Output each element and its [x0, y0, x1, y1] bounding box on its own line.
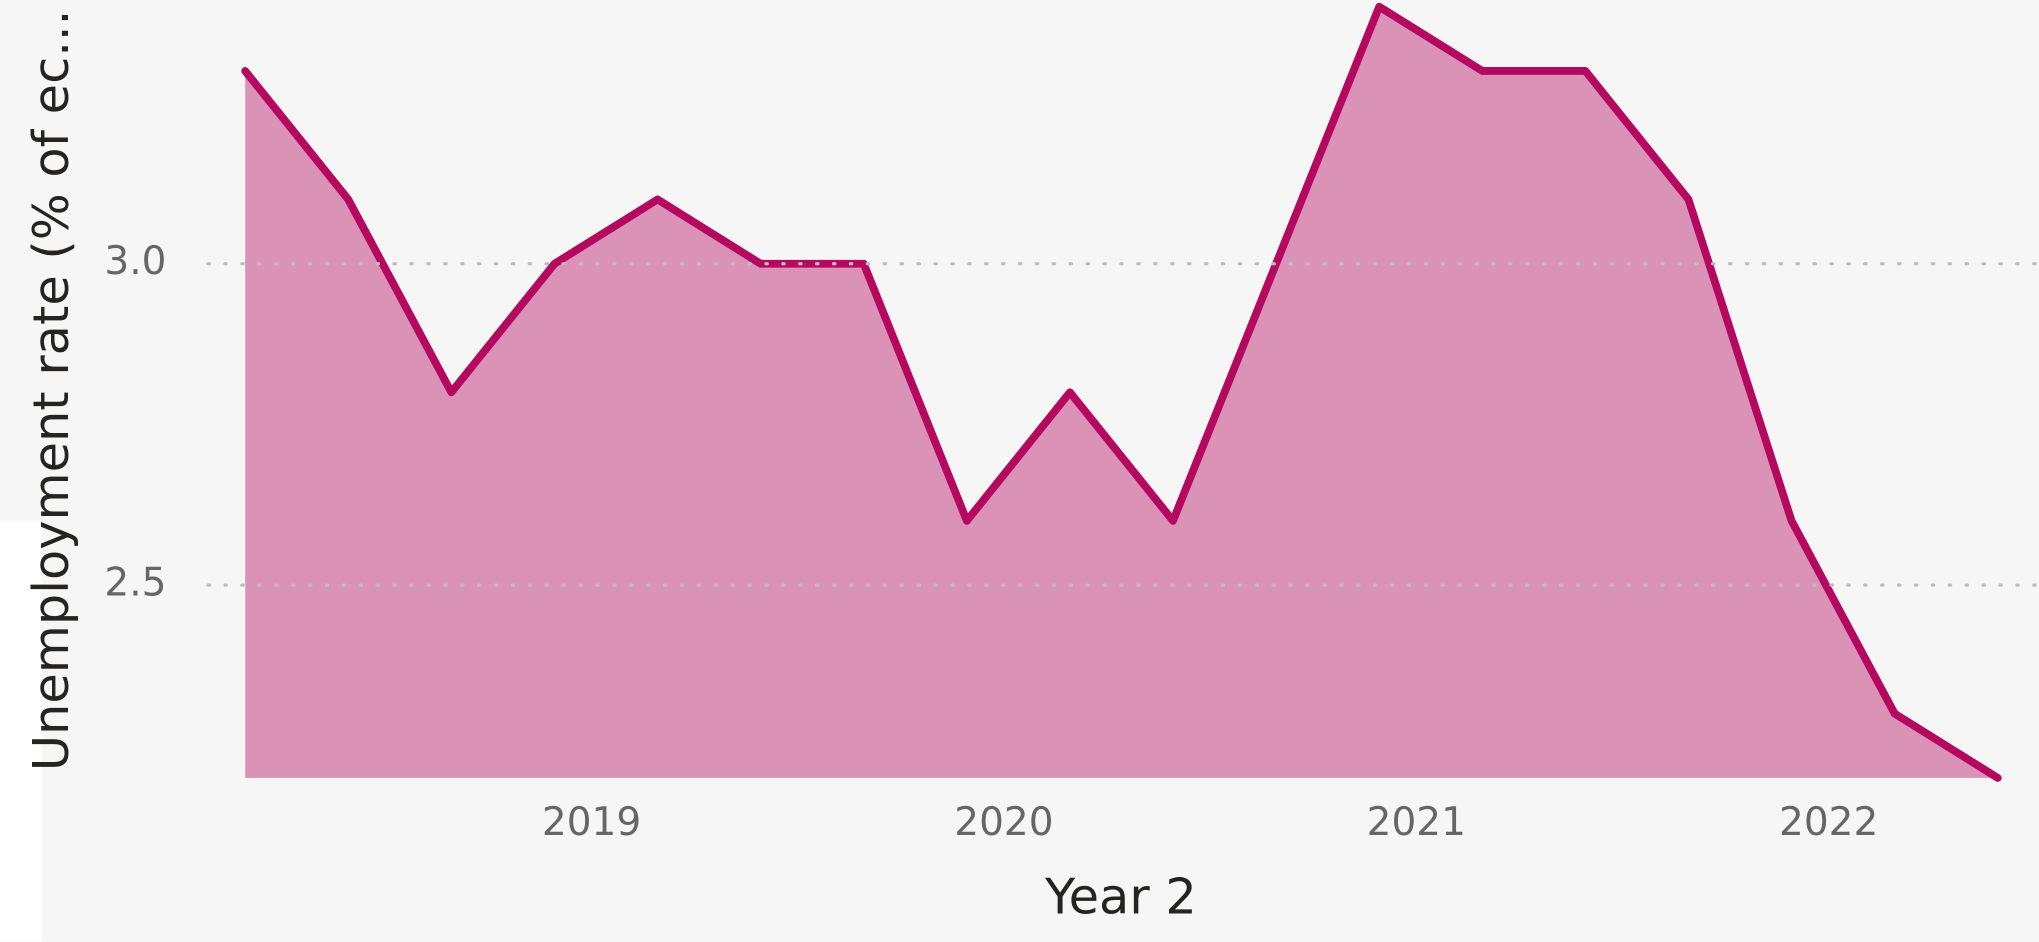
- x-tick-label: 2021: [1367, 800, 1466, 845]
- x-tick-label: 2022: [1779, 800, 1878, 845]
- y-tick-label: 3.0: [104, 239, 166, 284]
- area-fill: [245, 6, 1998, 778]
- area-line: [241, 2, 2002, 782]
- y-axis-title: Unemployment rate (% of ec...: [22, 10, 80, 771]
- x-tick-label: 2019: [542, 800, 641, 845]
- left-strip: [0, 520, 42, 942]
- x-axis-title: Year 2: [1044, 868, 1197, 926]
- y-tick-label: 2.5: [104, 561, 166, 606]
- x-tick-label: 2020: [954, 800, 1053, 845]
